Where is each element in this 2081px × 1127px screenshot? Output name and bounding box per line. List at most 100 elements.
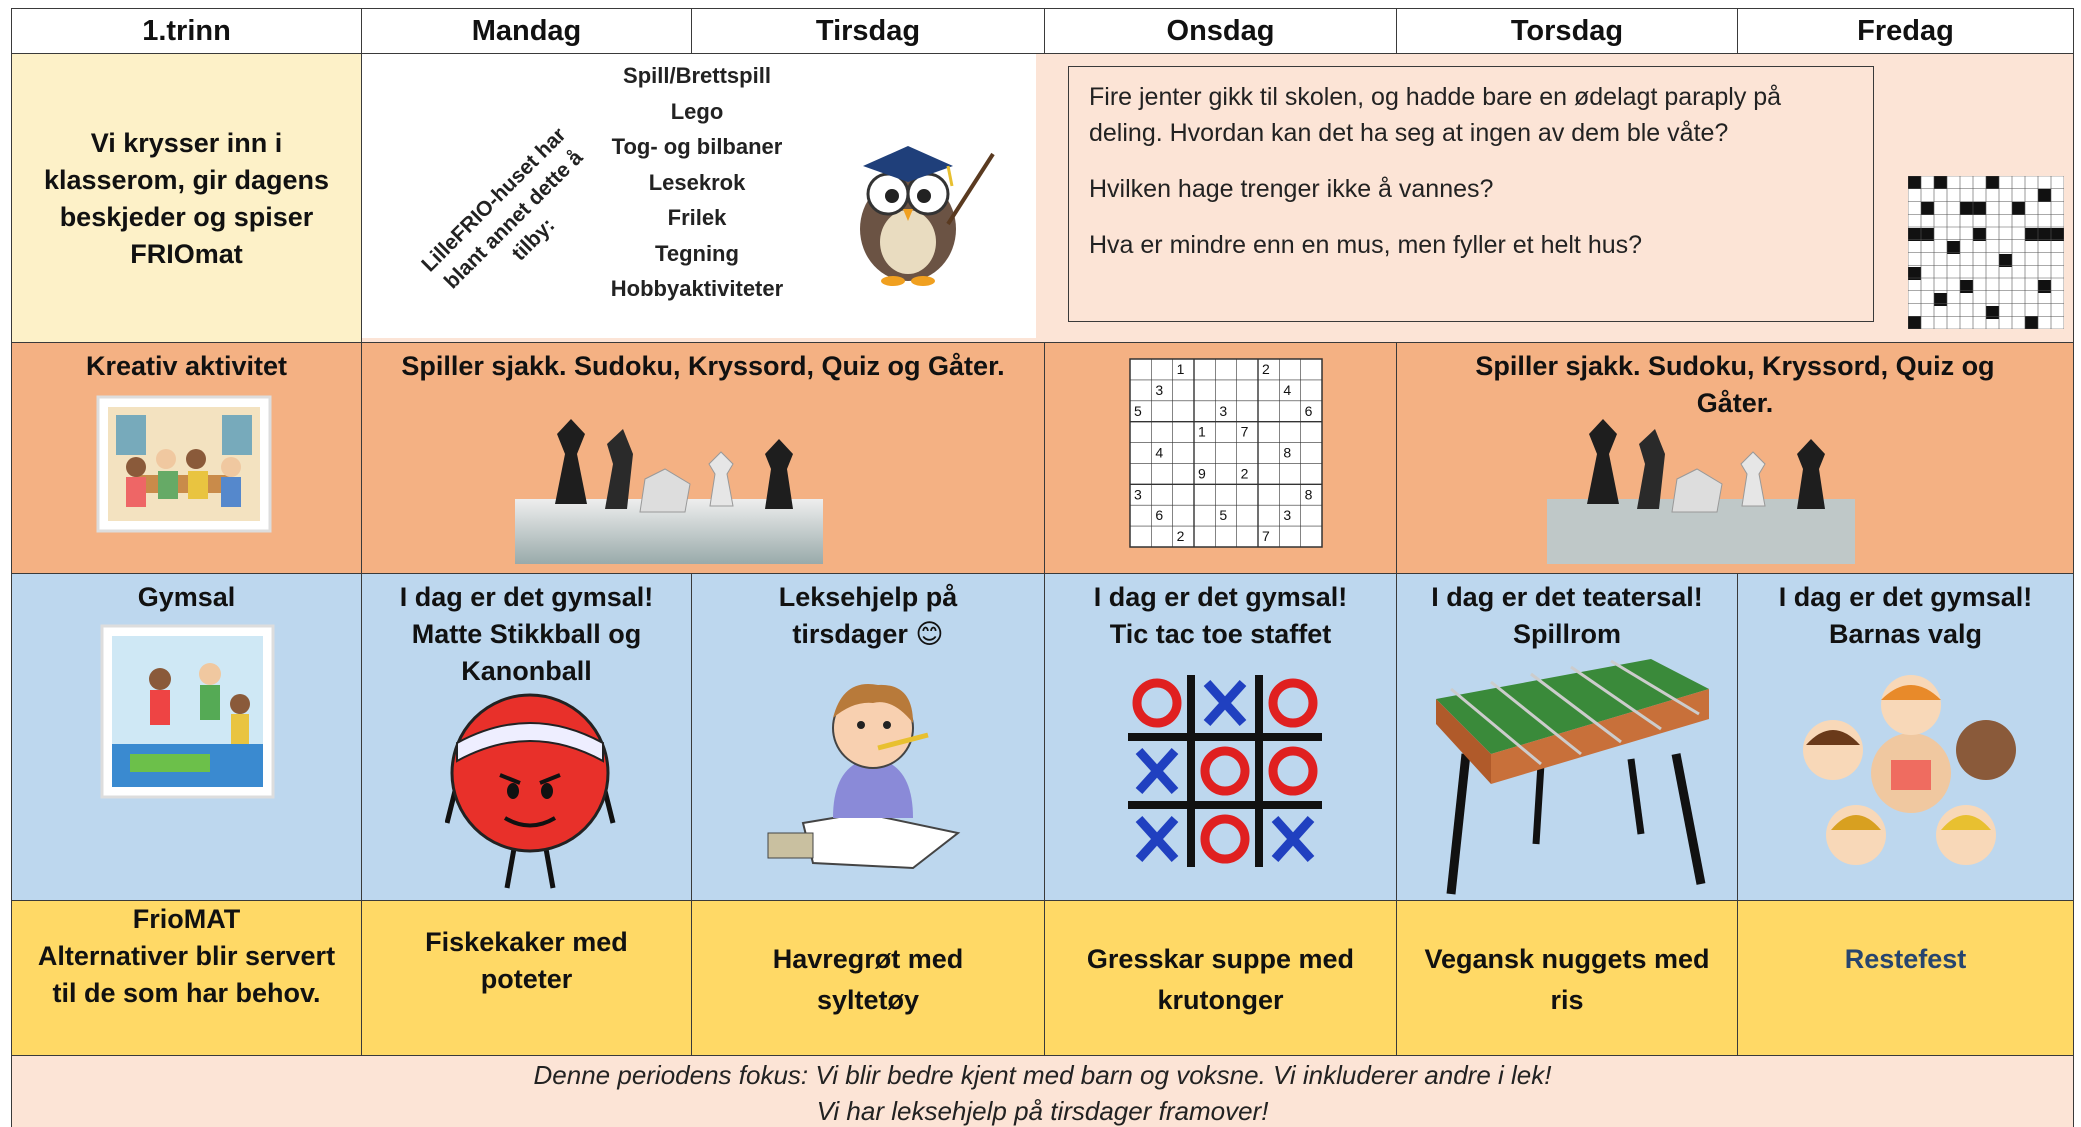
menu-cell: Restefest xyxy=(1737,900,2074,1056)
owl-illustration xyxy=(860,146,995,286)
graphic-part xyxy=(456,722,604,763)
tictactoe-illustration xyxy=(1128,675,1322,867)
graphic-part xyxy=(1881,685,1941,700)
graphic-part xyxy=(2038,189,2051,202)
sudoku-number: 2 xyxy=(1241,465,1249,481)
graphic-part xyxy=(186,449,206,469)
list-item: Spill/Brettspill xyxy=(623,63,771,88)
graphic-part xyxy=(150,690,170,725)
graphic-part xyxy=(1806,730,1860,745)
graphic-part xyxy=(1960,280,1973,293)
sudoku-number: 6 xyxy=(1305,403,1313,419)
graphic-part xyxy=(158,471,178,499)
list-item: Frilek xyxy=(667,205,727,230)
graphic-part xyxy=(903,209,913,221)
graphic-part xyxy=(507,783,519,799)
graphic-part xyxy=(1999,254,2012,267)
text-line: Leksehjelp på tirsdager 😊 xyxy=(778,582,958,649)
activity-text: I dag er det teatersal! Spillrom xyxy=(1397,579,1737,653)
graphic-part xyxy=(1132,678,1318,864)
graphic-part xyxy=(1627,758,1645,835)
graphic-part xyxy=(605,429,633,509)
footer-cell: Denne periodens fokus: Vi blir bedre kje… xyxy=(11,1055,2074,1127)
graphic-part xyxy=(199,663,221,685)
sudoku-number: 4 xyxy=(1155,445,1163,461)
text-line: I dag er det teatersal! xyxy=(1431,582,1703,612)
kids-illustration xyxy=(1803,675,2016,865)
menu-text: Fiskekaker med poteter xyxy=(425,927,628,994)
header-text: Mandag xyxy=(471,15,582,47)
graphic-part xyxy=(857,721,865,729)
header-cell: 1.trinn xyxy=(11,8,362,54)
graphic-part xyxy=(1490,680,1582,756)
list-item: Hobbyaktiviteter xyxy=(610,276,784,301)
graphic-part xyxy=(1132,678,1182,728)
graphic-part xyxy=(1491,689,1709,784)
graphic-part xyxy=(1908,176,1921,189)
graphic-part xyxy=(1941,815,1991,830)
sudoku-number: 2 xyxy=(1177,528,1185,544)
graphic-part xyxy=(1831,815,1881,830)
sudoku-number: 3 xyxy=(1155,382,1163,398)
graphic-part xyxy=(1128,675,1322,867)
header-cell: Torsdag xyxy=(1396,8,1738,54)
graphic-part xyxy=(1973,228,1986,241)
list-item: Tegning xyxy=(655,240,739,266)
row-label: Gymsal xyxy=(137,582,236,612)
ball-illustration xyxy=(445,693,616,889)
graphic-part xyxy=(2025,316,2038,329)
lillefrio-panel: LilleFRIO-huset har blant annet dette å … xyxy=(362,54,1036,338)
graphic-part xyxy=(2038,280,2051,293)
header-text: Tirsdag xyxy=(815,15,921,47)
activity-text: Spiller sjakk. Sudoku, Kryssord, Quiz og… xyxy=(1475,351,1995,418)
activity-text: I dag er det gymsal! Barnas valg xyxy=(1738,579,2073,653)
graphic-part xyxy=(1570,665,1662,731)
graphic-part xyxy=(1268,746,1318,796)
graphic-part xyxy=(188,471,208,499)
list-item: Lesekrok xyxy=(648,169,746,195)
graphic-part xyxy=(880,210,936,274)
graphic-part xyxy=(136,475,232,493)
graphic-part xyxy=(1908,176,2064,329)
activity-text: I dag er det gymsal! Tic tac toe staffet xyxy=(1050,579,1391,653)
row-label: Vi krysser inn i klasserom, gir dagens b… xyxy=(43,128,330,269)
graphic-part xyxy=(1671,753,1706,885)
text-line: Barnas valg xyxy=(1828,619,1983,649)
gym-illustration xyxy=(100,624,275,799)
creative-illustration xyxy=(96,395,272,533)
sudoku-number: 1 xyxy=(1177,361,1185,377)
sudoku-number: 3 xyxy=(1219,403,1227,419)
graphic-part xyxy=(1446,753,1471,895)
graphic-part xyxy=(499,773,521,785)
graphic-part xyxy=(1587,419,1619,504)
sudoku-number: 4 xyxy=(1283,382,1291,398)
graphic-part xyxy=(1530,672,1622,744)
header-cell: Onsdag xyxy=(1044,8,1397,54)
graphic-part xyxy=(911,276,935,286)
activity-text: I dag er det gymsal! Matte Stikkball og K… xyxy=(372,579,681,690)
text-line: I dag er det gymsal! xyxy=(399,582,654,612)
lillefrio-title: LilleFRIO-huset har blant annet dette å … xyxy=(417,123,588,294)
graphic-part xyxy=(1135,747,1179,795)
sudoku-background xyxy=(1129,358,1323,548)
graphic-part xyxy=(231,714,249,744)
menu-cell: Vegansk nuggets med ris xyxy=(1396,900,1738,1056)
graphic-part xyxy=(1826,805,1886,865)
header-text: Onsdag xyxy=(1166,15,1275,47)
riddle: Hvilken hage trenger ikke å vannes? xyxy=(1089,175,1494,203)
header-cell: Mandag xyxy=(361,8,692,54)
sudoku-number: 3 xyxy=(1134,486,1142,502)
list-item: Tog- og bilbaner xyxy=(611,134,783,159)
graphic-part xyxy=(1200,746,1250,796)
graphic-part xyxy=(1986,176,1999,189)
graphic-part xyxy=(946,152,995,226)
lillefrio-list: Spill/Brettspill Lego Tog- og bilbaner L… xyxy=(597,58,797,307)
graphic-part xyxy=(126,457,146,477)
menu-cell: Fiskekaker med poteter xyxy=(361,900,692,1056)
foosball-illustration xyxy=(1436,659,1709,895)
header-cell: Fredag xyxy=(1737,8,2074,54)
graphic-part xyxy=(1135,679,1315,863)
text-line: FrioMAT xyxy=(132,904,241,934)
homework-illustration xyxy=(767,683,961,870)
